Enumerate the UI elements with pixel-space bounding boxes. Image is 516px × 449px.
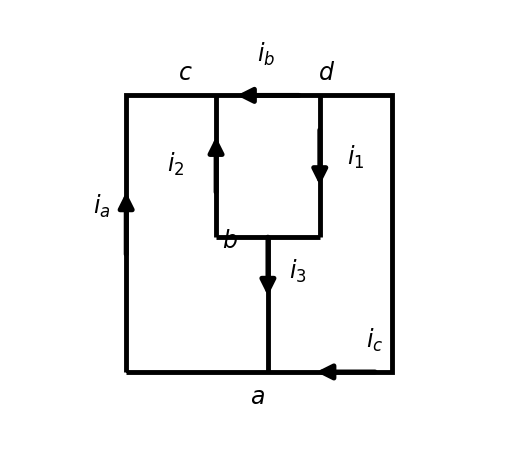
Text: $i_a$: $i_a$: [93, 193, 111, 220]
Text: $i_2$: $i_2$: [168, 151, 185, 178]
Text: $b$: $b$: [222, 230, 238, 253]
Text: $i_c$: $i_c$: [366, 327, 384, 354]
Text: $c$: $c$: [178, 62, 192, 85]
Text: $i_3$: $i_3$: [288, 258, 307, 285]
Text: $i_1$: $i_1$: [347, 144, 365, 171]
Text: $d$: $d$: [318, 62, 335, 85]
Text: $i_b$: $i_b$: [257, 40, 276, 68]
Text: $a$: $a$: [250, 386, 265, 409]
